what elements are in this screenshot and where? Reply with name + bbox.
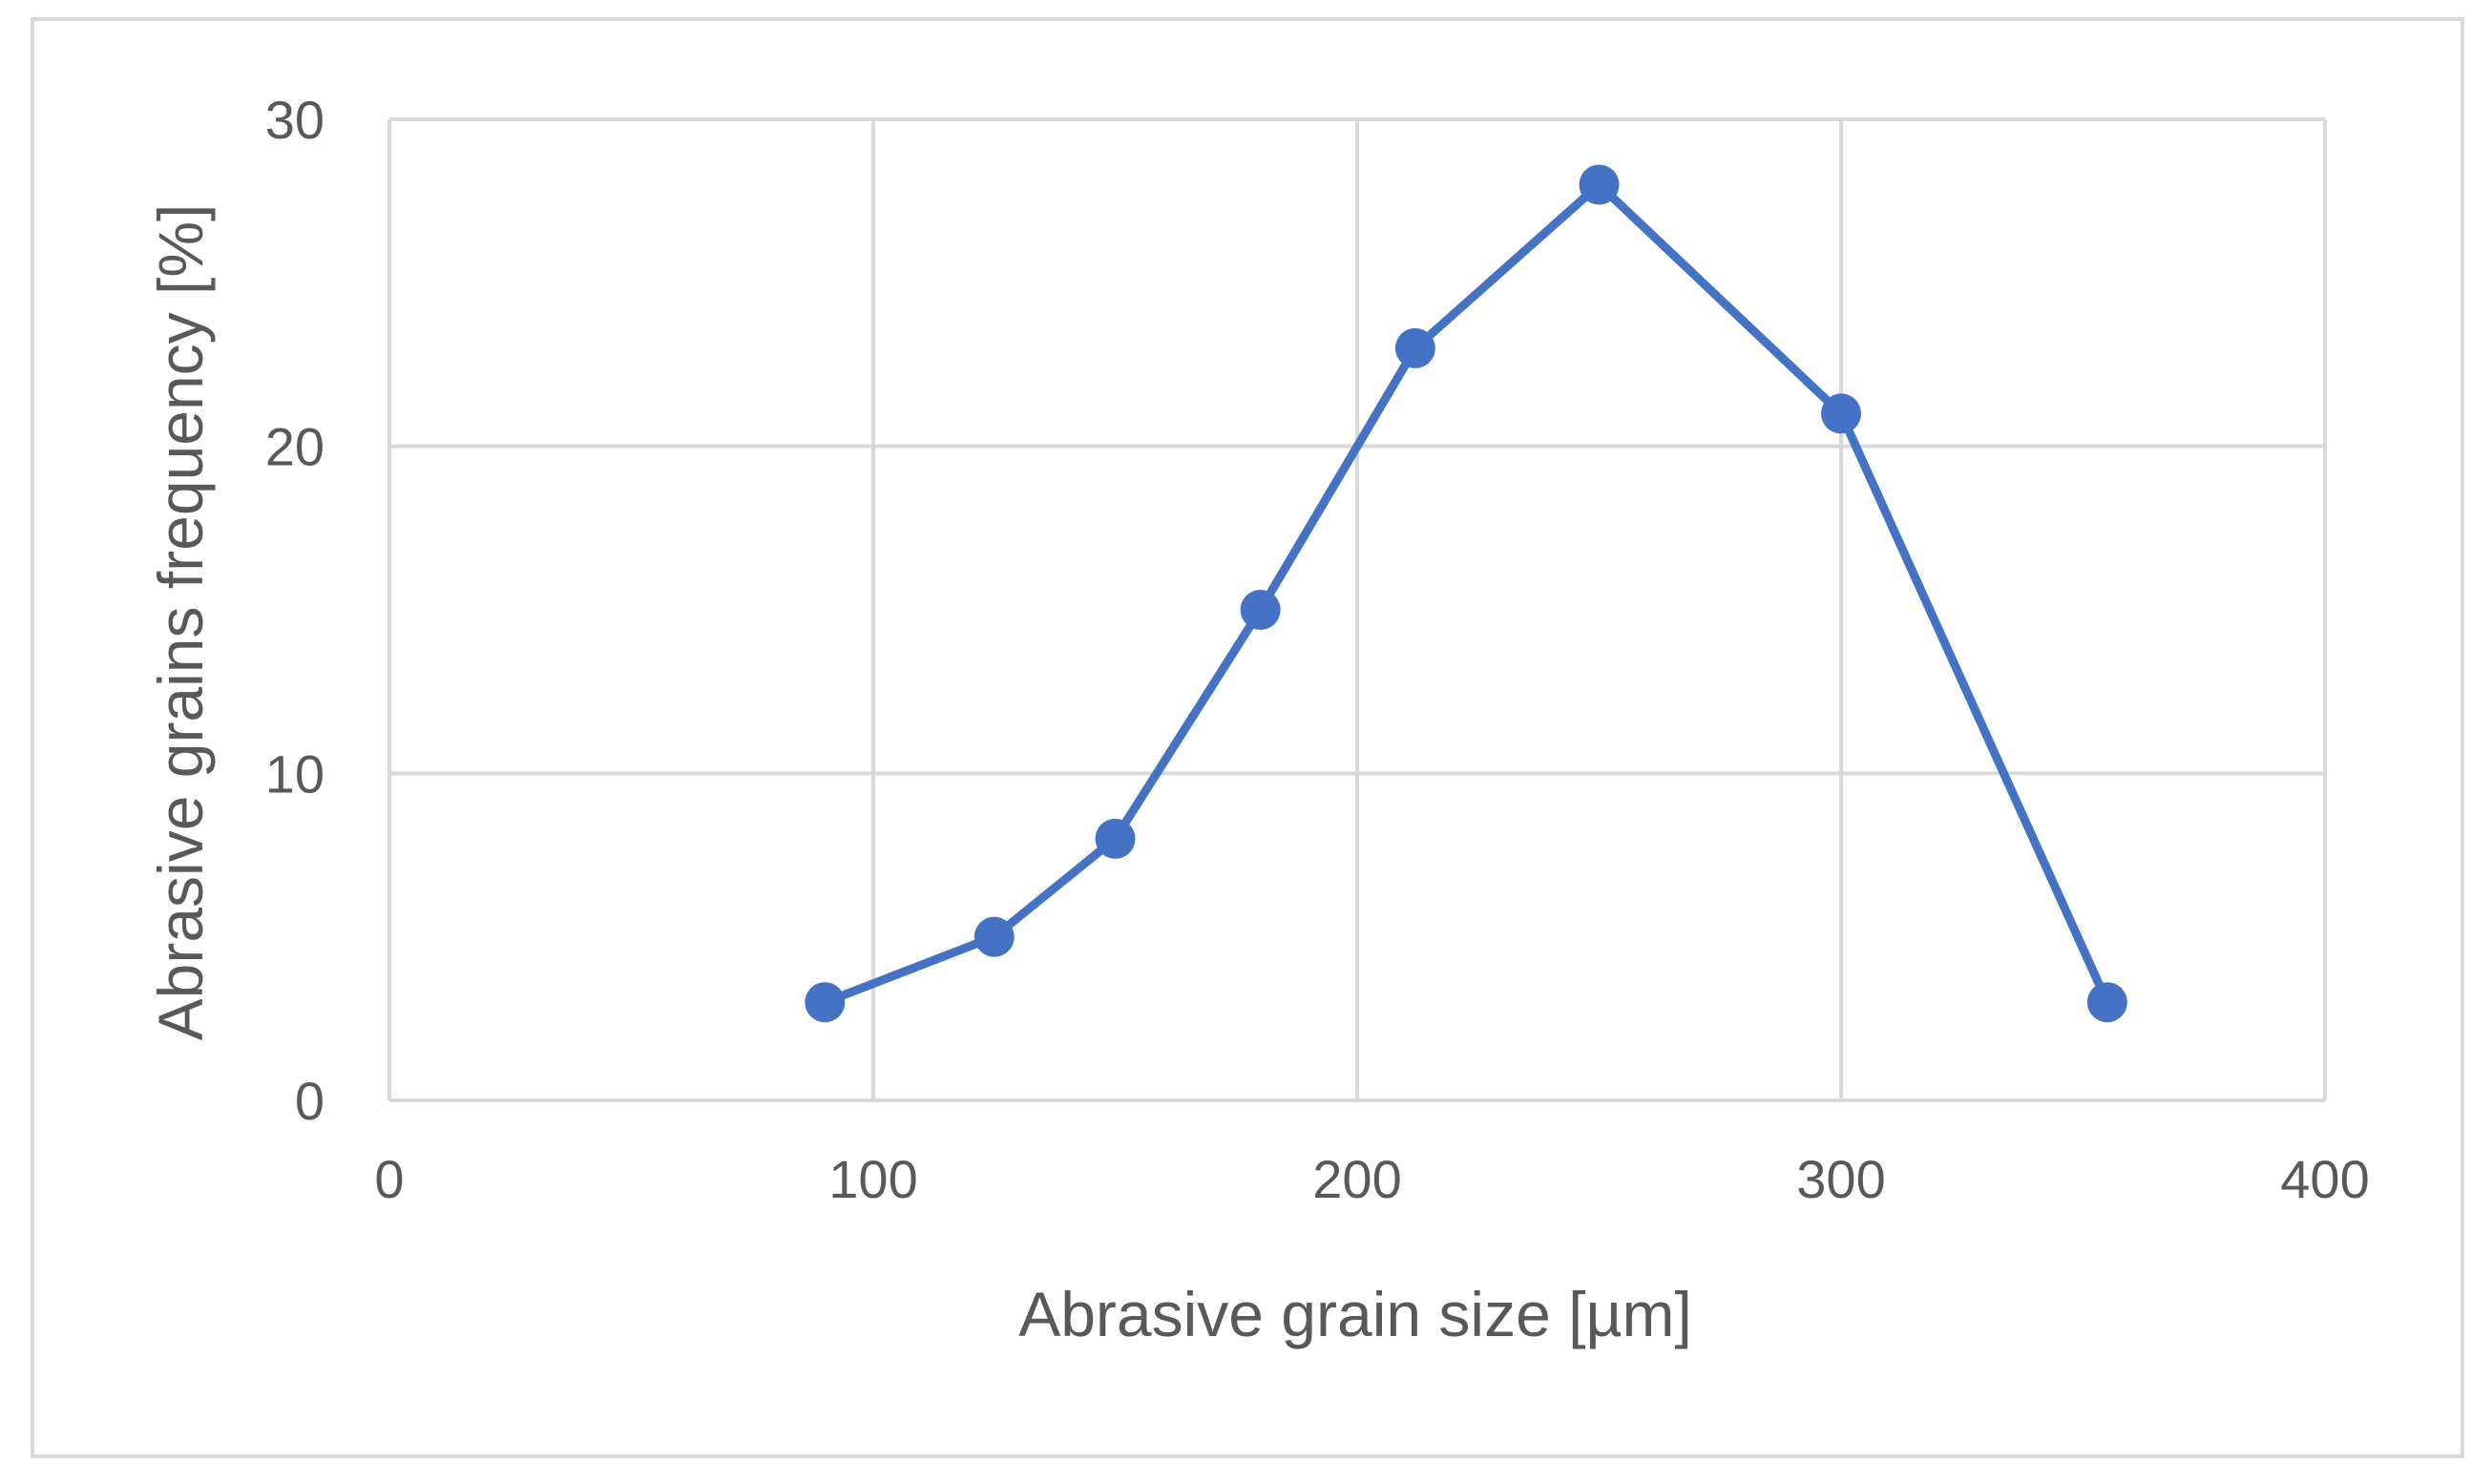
y-tick-label: 10 [265,743,325,804]
x-tick-label: 200 [1312,1149,1401,1209]
data-point [1394,327,1435,368]
data-point [1095,818,1136,859]
y-axis-label: Abrasive grains frequency [%] [145,204,216,1041]
x-tick-label: 300 [1796,1149,1885,1209]
axes [387,119,2325,1102]
chart-frame [31,17,2464,1458]
y-tick-label: 30 [265,90,325,150]
x-tick-label: 100 [828,1149,917,1209]
y-tick-label: 20 [265,417,325,477]
y-tick-label: 0 [295,1071,325,1131]
tick-labels: 0 100 200 300 400 0 10 20 30 [265,90,2370,1209]
data-point [1240,590,1281,630]
data-point [2086,982,2127,1023]
x-axis-label: Abrasive grain size [µm] [1018,1279,1692,1349]
series-line [823,180,2111,1007]
data-point [1821,393,1861,434]
gridlines [389,117,2327,1100]
x-tick-label: 400 [2280,1149,2369,1209]
data-point [1579,164,1620,205]
data-point [805,982,846,1023]
data-point [974,916,1015,957]
x-tick-label: 0 [374,1149,404,1209]
series [805,164,2127,1023]
